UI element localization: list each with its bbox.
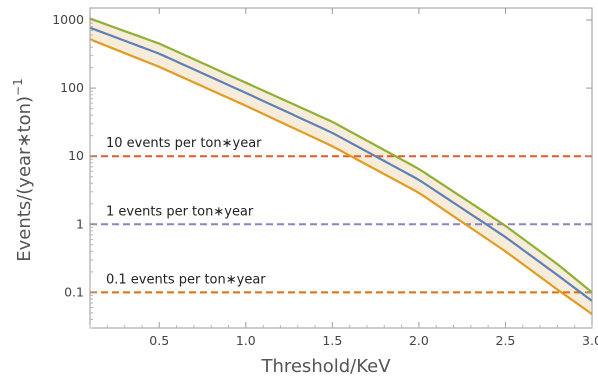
- x-tick-label: 1.5: [322, 333, 342, 348]
- x-tick-label: 3.0: [582, 333, 598, 348]
- y-tick-label: 1000: [52, 12, 84, 27]
- y-tick-label: 1: [76, 216, 84, 231]
- axis-ticks: 0.5 1.0 1.5 2.0 2.5 3.0 1000 100 10 1 0.1: [52, 8, 598, 348]
- uncertainty-band: [90, 18, 592, 315]
- series-line: [89, 38, 593, 315]
- y-tick-label: 0.1: [64, 284, 84, 299]
- series-line: [89, 17, 593, 294]
- y-axis-title-superscript: −1: [11, 78, 25, 96]
- annotation-layer: 10 events per ton∗year 1 events per ton∗y…: [106, 136, 266, 287]
- band-layer: [90, 18, 592, 315]
- x-tick-label: 2.5: [496, 333, 516, 348]
- series-layer: [89, 17, 593, 315]
- y-axis-title: Events/(year∗ton)−1: [11, 78, 35, 261]
- reference-line-label: 0.1 events per ton∗year: [106, 272, 266, 287]
- x-tick-label: 2.0: [409, 333, 429, 348]
- reference-line-label: 10 events per ton∗year: [106, 136, 262, 151]
- plot-area-border: [89, 7, 593, 329]
- y-tick-label: 100: [60, 80, 84, 95]
- reference-line-label: 1 events per ton∗year: [106, 204, 254, 219]
- y-tick-label: 10: [68, 148, 84, 163]
- x-tick-label: 1.0: [236, 333, 256, 348]
- y-axis-title-main: Events/(year∗ton): [14, 96, 35, 262]
- series-line: [89, 26, 593, 302]
- x-axis-title: Threshold/KeV: [260, 356, 391, 377]
- reference-lines: [90, 155, 592, 294]
- plot-frame: [89, 7, 593, 329]
- x-tick-label: 0.5: [149, 333, 169, 348]
